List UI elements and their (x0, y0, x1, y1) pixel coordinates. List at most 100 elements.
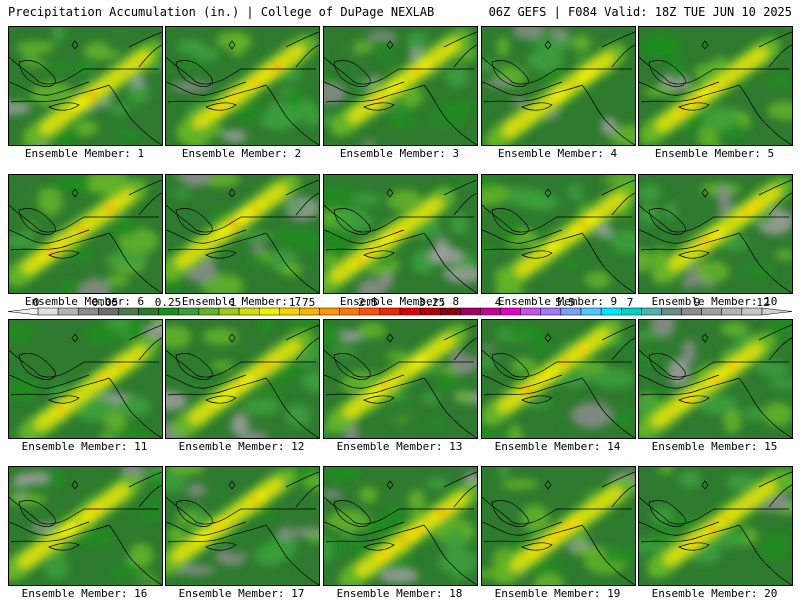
colorbar-swatch (520, 307, 542, 316)
colorbar-swatch (721, 307, 743, 316)
header-run-info: 06Z GEFS | F084 Valid: 18Z TUE JUN 10 20… (488, 5, 792, 19)
precipitation-map (638, 174, 793, 294)
colorbar-tick-label: 0 (32, 296, 40, 309)
map-boundaries (324, 31, 477, 145)
ensemble-member-label: Ensemble Member: 2 (181, 147, 302, 160)
map-boundaries (324, 179, 477, 293)
colorbar-tick-label: 2.5 (358, 296, 378, 309)
ensemble-member-label: Ensemble Member: 4 (497, 147, 618, 160)
colorbar-swatch (580, 307, 602, 316)
ensemble-member-label: Ensemble Member: 16 (21, 587, 148, 600)
ensemble-member-label: Ensemble Member: 9 (497, 295, 618, 308)
ensemble-member-label: Ensemble Member: 1 (24, 147, 145, 160)
colorbar-swatch (339, 307, 361, 316)
colorbar-swatch (178, 307, 200, 316)
precipitation-map (165, 466, 320, 586)
colorbar-swatch (379, 307, 401, 316)
colorbar-swatch (98, 307, 119, 316)
colorbar-tick-label: 0.25 (154, 296, 182, 309)
map-boundaries (482, 471, 635, 585)
colorbar-swatch (198, 307, 220, 316)
colorbar-tick-label: 3.25 (418, 296, 446, 309)
colorbar-tick-label: 0.05 (91, 296, 119, 309)
precipitation-map (323, 319, 478, 439)
ensemble-member-label: Ensemble Member: 11 (21, 440, 148, 453)
ensemble-member-label: Ensemble Member: 10 (651, 295, 778, 308)
map-boundaries (639, 179, 792, 293)
map-boundaries (482, 324, 635, 438)
colorbar-swatch (218, 307, 240, 316)
colorbar-swatch (359, 307, 381, 316)
colorbar-swatch (439, 307, 461, 316)
precipitation-map (8, 466, 163, 586)
ensemble-member-label: Ensemble Member: 13 (336, 440, 463, 453)
ensemble-member-label: Ensemble Member: 17 (178, 587, 305, 600)
precipitation-map (165, 26, 320, 146)
map-boundaries (9, 324, 162, 438)
colorbar-swatch (600, 307, 622, 316)
map-boundaries (324, 324, 477, 438)
precipitation-map (8, 319, 163, 439)
colorbar-swatch (238, 307, 260, 316)
precipitation-map (638, 26, 793, 146)
map-boundaries (639, 324, 792, 438)
header-title: Precipitation Accumulation (in.) | Colle… (8, 5, 435, 19)
colorbar-swatch (661, 307, 682, 316)
precipitation-map (165, 174, 320, 294)
map-boundaries (482, 31, 635, 145)
precipitation-map (8, 174, 163, 294)
colorbar-swatch (620, 307, 642, 316)
precipitation-map (481, 319, 636, 439)
colorbar-tick-label: 5.5 (555, 296, 575, 309)
colorbar-tick-label: 9 (693, 296, 701, 309)
colorbar-swatch (158, 307, 180, 316)
colorbar-swatch (299, 307, 320, 316)
precipitation-map (638, 319, 793, 439)
colorbar-swatch (77, 307, 99, 316)
map-boundaries (9, 471, 162, 585)
ensemble-member-label: Ensemble Member: 14 (494, 440, 621, 453)
precipitation-map (481, 26, 636, 146)
precipitation-map (323, 466, 478, 586)
colorbar-swatch (319, 307, 340, 316)
precipitation-map (323, 26, 478, 146)
map-boundaries (9, 31, 162, 145)
colorbar-tick-label: 4 (494, 296, 502, 309)
map-boundaries (639, 471, 792, 585)
colorbar-swatch (118, 307, 139, 316)
ensemble-member-label: Ensemble Member: 15 (651, 440, 778, 453)
colorbar-swatch (279, 307, 300, 316)
precipitation-map (638, 466, 793, 586)
colorbar-max-arrow (761, 307, 793, 316)
precipitation-map (481, 466, 636, 586)
colorbar-swatch (57, 307, 79, 316)
map-boundaries (482, 179, 635, 293)
ensemble-member-label: Ensemble Member: 20 (651, 587, 778, 600)
colorbar-swatch (641, 307, 662, 316)
colorbar-swatch (138, 307, 159, 316)
precipitation-map (165, 319, 320, 439)
map-boundaries (324, 471, 477, 585)
precipitation-map (8, 26, 163, 146)
colorbar-swatch (560, 307, 582, 316)
map-boundaries (166, 179, 319, 293)
map-boundaries (166, 31, 319, 145)
precipitation-map (481, 174, 636, 294)
colorbar-swatch (500, 307, 521, 316)
ensemble-member-label: Ensemble Member: 8 (339, 295, 460, 308)
map-boundaries (166, 471, 319, 585)
precipitation-map (323, 174, 478, 294)
map-boundaries (639, 31, 792, 145)
ensemble-member-label: Ensemble Member: 12 (178, 440, 305, 453)
colorbar-swatch (741, 307, 763, 316)
colorbar-min-arrow (7, 307, 39, 316)
colorbar-tick-label: 1 (229, 296, 237, 309)
colorbar-swatch (681, 307, 702, 316)
colorbar-swatch (258, 307, 280, 316)
map-boundaries (166, 324, 319, 438)
colorbar-tick-label: 1.75 (288, 296, 316, 309)
map-boundaries (9, 179, 162, 293)
colorbar-swatch (37, 307, 59, 316)
colorbar-swatch (399, 307, 421, 316)
ensemble-member-label: Ensemble Member: 6 (24, 295, 145, 308)
